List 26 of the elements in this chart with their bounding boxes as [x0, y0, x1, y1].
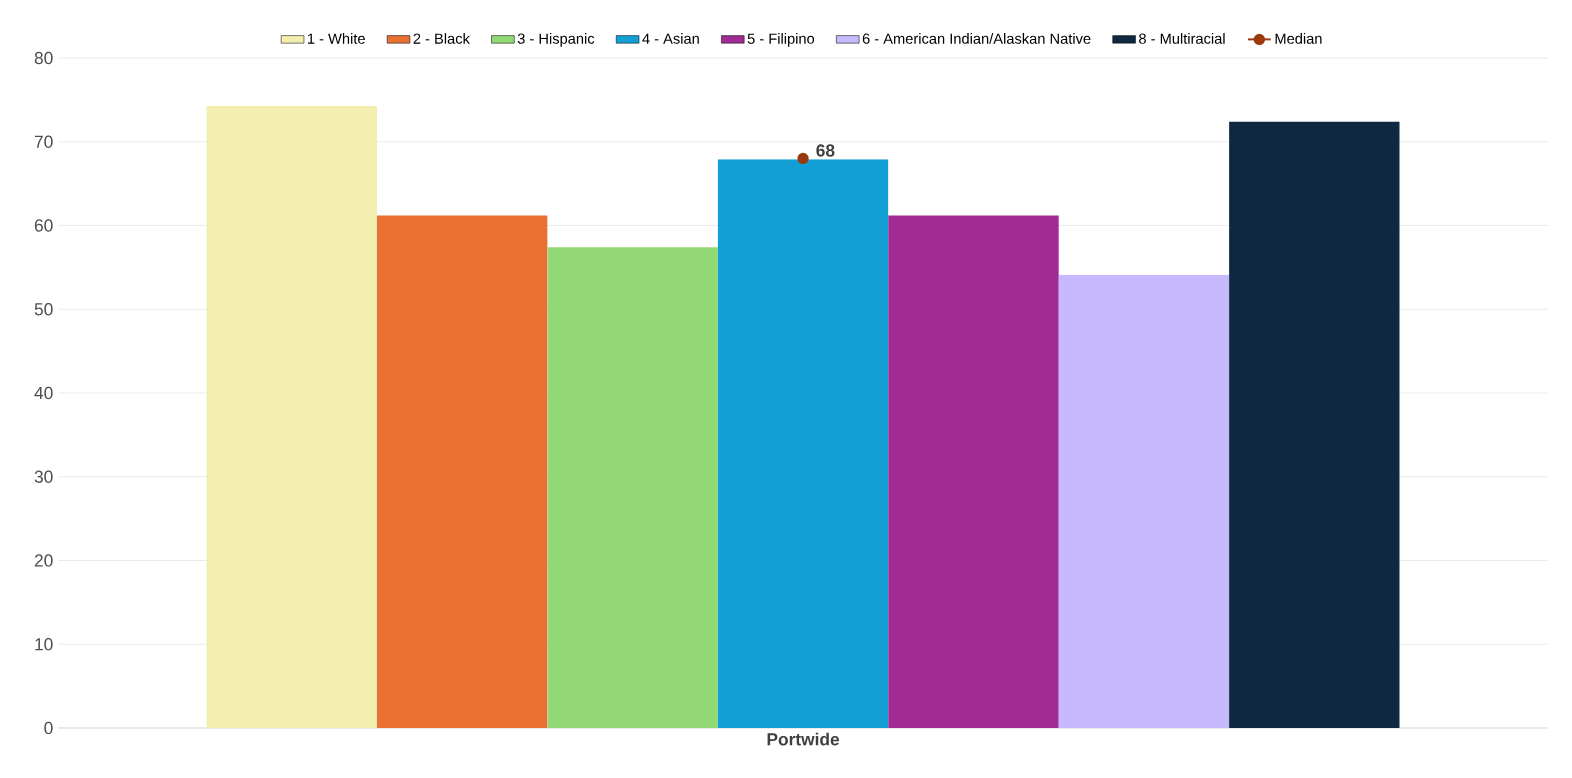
bar — [376, 215, 548, 728]
y-tick-label: 60 — [34, 219, 53, 232]
legend-label: 2 - Black — [413, 33, 470, 44]
x-tick-label: Portwide — [767, 732, 840, 746]
y-tick-label: 0 — [44, 721, 53, 735]
y-tick-label: 70 — [34, 135, 53, 148]
bar — [547, 247, 718, 728]
legend-label: 5 - Filipino — [747, 33, 815, 47]
legend-label: 1 - White — [307, 33, 365, 44]
y-tick-label: 10 — [35, 638, 53, 651]
legend-label: 3 - Hispanic — [517, 33, 595, 47]
legend-label: 4 - Asian — [642, 33, 699, 44]
y-tick-label: 50 — [34, 303, 53, 316]
legend-label: 6 - American Indian/Alaskan Native — [862, 33, 1091, 44]
legend-label: Median — [1275, 33, 1322, 44]
bar — [717, 159, 889, 728]
y-tick-label: 80 — [34, 51, 53, 65]
bar — [888, 215, 1059, 728]
data-label: 68 — [816, 144, 835, 157]
y-tick-label: 40 — [34, 386, 53, 400]
bar — [1058, 274, 1230, 728]
y-tick-label: 20 — [34, 554, 53, 567]
bar — [1229, 121, 1400, 728]
legend-label: 8 - Multiracial — [1139, 33, 1225, 44]
bar — [206, 105, 377, 728]
y-tick-label: 30 — [34, 470, 53, 483]
